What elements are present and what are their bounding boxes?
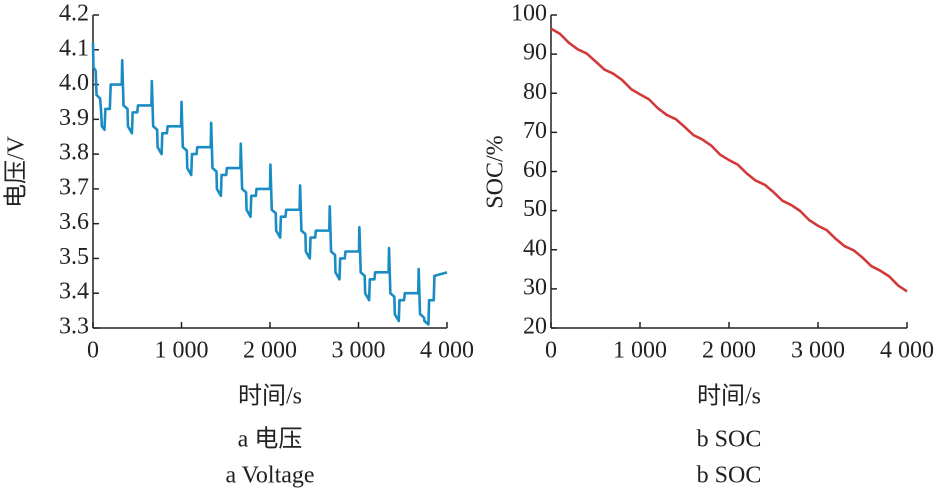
x-tick-label: 2 000 bbox=[243, 338, 297, 364]
y-tick-label: 4.1 bbox=[59, 35, 89, 61]
x-axis-label: 时间/s bbox=[697, 383, 761, 410]
line bbox=[91, 42, 448, 326]
y-axis-label: SOC/% bbox=[483, 135, 509, 208]
y-tick-label: 3.3 bbox=[59, 314, 89, 340]
x-tick-label: 1 000 bbox=[155, 338, 209, 364]
y-tick-label: 3.4 bbox=[59, 279, 89, 305]
y-tick-label: 100 bbox=[511, 1, 547, 27]
y-tick-label: 30 bbox=[523, 274, 547, 300]
y-tick-label: 4.2 bbox=[59, 1, 89, 27]
y-tick-label: 70 bbox=[523, 118, 547, 144]
y-tick-label: 60 bbox=[523, 157, 547, 183]
x-tick-label: 4 000 bbox=[420, 338, 474, 364]
line bbox=[550, 27, 908, 293]
caption: b SOC bbox=[697, 463, 762, 489]
x-tick-label: 1 000 bbox=[613, 338, 667, 364]
y-tick-label: 50 bbox=[523, 196, 547, 222]
caption: a 电压 bbox=[238, 426, 303, 453]
y-tick-label: 3.6 bbox=[59, 209, 89, 235]
y-tick-label: 3.5 bbox=[59, 244, 89, 270]
y-tick-label: 3.7 bbox=[59, 174, 89, 200]
x-tick-label: 4 000 bbox=[880, 338, 934, 364]
y-axis-label: 电压/V bbox=[3, 135, 30, 208]
y-tick-label: 3.9 bbox=[59, 105, 89, 131]
y-tick-label: 20 bbox=[523, 314, 547, 340]
x-tick-label: 3 000 bbox=[332, 338, 386, 364]
y-tick-label: 90 bbox=[523, 40, 547, 66]
y-tick-label: 4.0 bbox=[59, 70, 89, 96]
y-tick-label: 40 bbox=[523, 235, 547, 261]
y-tick-label: 3.8 bbox=[59, 140, 89, 166]
x-tick-label: 2 000 bbox=[702, 338, 756, 364]
x-tick-label: 3 000 bbox=[791, 338, 845, 364]
x-tick-label: 0 bbox=[87, 338, 99, 364]
caption: a Voltage bbox=[225, 463, 314, 489]
y-tick-label: 80 bbox=[523, 79, 547, 105]
x-axis-label: 时间/s bbox=[238, 383, 302, 410]
caption: b SOC bbox=[697, 427, 762, 453]
x-tick-label: 0 bbox=[545, 338, 557, 364]
